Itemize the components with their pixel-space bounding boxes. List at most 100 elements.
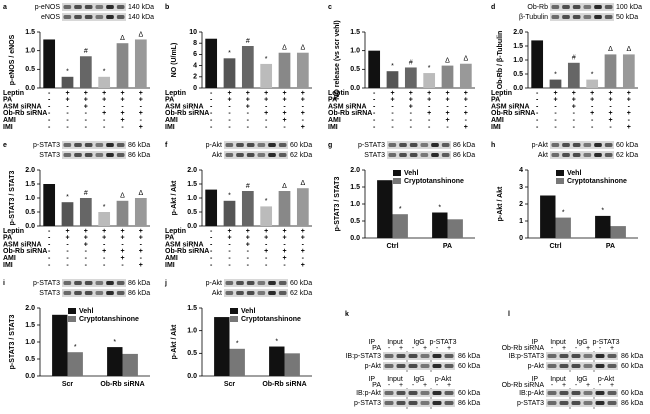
bar	[296, 188, 309, 226]
treatment-sign: +	[464, 97, 468, 104]
legend-label: Cryptotanshinone	[241, 316, 301, 323]
treatment-sign: -	[591, 117, 594, 124]
treatment-sign: +	[301, 228, 305, 235]
significance: Δ	[445, 57, 450, 64]
bar	[567, 62, 580, 88]
treatment-sign: -	[48, 241, 51, 248]
significance: *	[591, 71, 594, 78]
band	[572, 143, 581, 147]
treatment-sign: +	[282, 255, 286, 262]
treatment-sign: -	[554, 103, 557, 110]
treatment-sign: +	[301, 235, 305, 242]
x-tick-label: Ctrl	[549, 243, 561, 250]
band	[571, 401, 581, 405]
treatment-sign: -	[66, 103, 69, 110]
band	[594, 143, 602, 147]
treatment-sign: -	[247, 124, 250, 131]
significance: Δ	[626, 46, 631, 53]
treatment-sign: -	[66, 248, 69, 255]
y-tick-label: 4	[519, 167, 523, 174]
band	[562, 143, 570, 147]
treatment-sign: -	[85, 117, 88, 124]
y-tick-label: 2.0	[350, 167, 360, 174]
treatment-sign: +	[282, 90, 286, 97]
treatment-sign: +	[409, 97, 413, 104]
y-tick-label: 6	[193, 51, 197, 58]
treatment-sign: -	[228, 248, 231, 255]
band	[420, 391, 430, 395]
treatment-sign: +	[264, 235, 268, 242]
treatment-label: Ob-Rb siRNA	[328, 110, 372, 117]
band	[268, 143, 276, 147]
treatment-sign: +	[102, 228, 106, 235]
band	[559, 354, 569, 358]
band	[95, 15, 104, 19]
treatment-sign: +	[65, 97, 69, 104]
ip-group: IgG	[576, 339, 587, 346]
treatment-sign: +	[464, 124, 468, 131]
y-tick-label: 0.5	[350, 66, 360, 73]
band	[595, 391, 605, 395]
treatment-sign: -	[210, 110, 213, 117]
treatment-sign: +	[139, 228, 143, 235]
band	[551, 15, 560, 19]
bar	[269, 346, 285, 376]
blot-label: p-Akt	[206, 280, 222, 287]
treatment-label: AMI	[165, 255, 178, 262]
treatment-sign: -	[609, 103, 612, 110]
significance: *	[66, 194, 69, 201]
bar	[441, 65, 454, 88]
y-tick-label: 1.0	[187, 328, 197, 335]
significance: Δ	[120, 193, 125, 200]
condition-sign: +	[447, 382, 451, 389]
y-tick-label: 1	[519, 218, 523, 225]
band	[559, 391, 569, 395]
treatment-sign: +	[627, 110, 631, 117]
treatment-sign: +	[301, 97, 305, 104]
significance: *	[228, 50, 231, 57]
condition-sign: -	[436, 382, 439, 389]
band	[583, 5, 592, 9]
treatment-sign: -	[85, 110, 88, 117]
kda-label: 86 kDa	[458, 353, 480, 360]
kda-label: 100 kDa	[616, 4, 642, 11]
y-tick-label: 1.5	[187, 305, 197, 312]
condition-sign: -	[551, 382, 554, 389]
treatment-sign: -	[465, 117, 468, 124]
treatment-sign: +	[409, 90, 413, 97]
band	[74, 281, 82, 285]
band	[225, 143, 234, 147]
treatment-sign: +	[282, 248, 286, 255]
band	[607, 364, 617, 368]
treatment-sign: -	[391, 103, 394, 110]
legend-swatch	[230, 316, 238, 322]
band	[551, 5, 560, 9]
kda-label: 60 kDa	[458, 363, 480, 370]
band	[106, 5, 114, 9]
treatment-sign: +	[139, 262, 143, 269]
band	[572, 5, 581, 9]
significance: #	[409, 59, 413, 66]
bar	[223, 58, 236, 88]
panel-label: h	[491, 142, 495, 149]
band	[384, 354, 394, 358]
treatment-sign: +	[120, 248, 124, 255]
bar	[278, 191, 291, 226]
y-tick-label: 0.0	[25, 223, 35, 230]
band	[268, 291, 276, 295]
treatment-sign: -	[373, 97, 376, 104]
blot-label: p-Akt	[206, 142, 222, 149]
blot-label: IB:p-Akt	[356, 390, 381, 397]
legend-label: Vehl	[79, 308, 93, 315]
band	[63, 5, 72, 9]
blot-label: Akt	[538, 152, 548, 159]
blot	[387, 151, 451, 159]
band	[572, 15, 581, 19]
bar	[549, 79, 562, 88]
treatment-sign: +	[427, 110, 431, 117]
blot-label: p-STAT3	[33, 142, 60, 149]
band	[257, 153, 266, 157]
band	[95, 281, 104, 285]
condition-sign: -	[575, 382, 578, 389]
kda-label: 86 kDa	[621, 353, 643, 360]
